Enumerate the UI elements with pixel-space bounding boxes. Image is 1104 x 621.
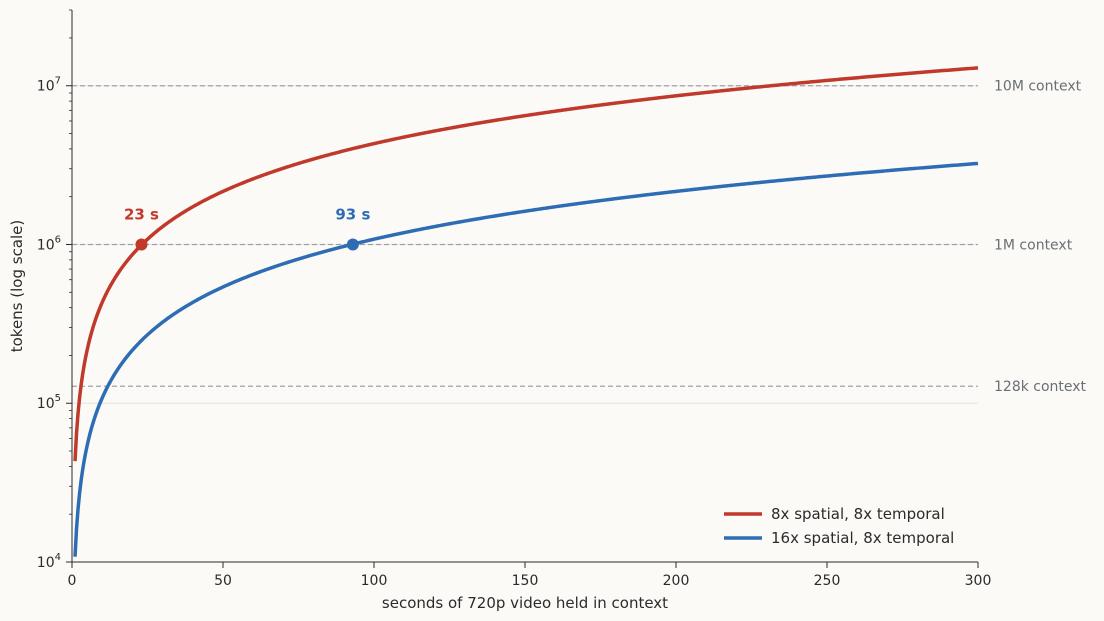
reference-label: 10M context (994, 79, 1082, 95)
annotations: 23 s 93 s (124, 205, 370, 251)
x-ticks: 0 50 100 150 200 250 300 (68, 562, 992, 589)
y-tick-exponent: 6 (55, 234, 61, 245)
x-tick-label: 250 (814, 573, 841, 589)
x-tick-label: 100 (361, 573, 388, 589)
series-line (73, 161, 979, 557)
y-tick-base: 10 (37, 79, 55, 95)
crossing-marker (135, 238, 148, 251)
y-tick-exponent: 4 (55, 552, 61, 563)
y-tick-exponent: 5 (55, 393, 61, 404)
x-tick-label: 50 (214, 573, 232, 589)
x-tick-label: 300 (965, 573, 992, 589)
y-tick-base: 10 (37, 237, 55, 253)
y-tick-label: 106 (37, 234, 61, 253)
series-line (73, 66, 979, 462)
y-tick-base: 10 (37, 396, 55, 412)
legend-label: 8x spatial, 8x temporal (771, 505, 945, 523)
reference-label: 128k context (994, 379, 1087, 395)
crossing-marker (346, 238, 359, 251)
y-tick-label: 105 (37, 393, 61, 412)
series-layer (73, 66, 979, 557)
reference-label: 1M context (994, 237, 1073, 253)
y-tick-label: 104 (37, 552, 61, 571)
x-tick-label: 150 (512, 573, 539, 589)
legend-label: 16x spatial, 8x temporal (771, 529, 954, 547)
y-tick-exponent: 7 (55, 76, 61, 87)
legend: 8x spatial, 8x temporal 16x spatial, 8x t… (724, 505, 954, 547)
y-tick-label: 107 (37, 76, 61, 95)
crossing-label: 23 s (124, 205, 159, 223)
axes (71, 10, 978, 563)
reference-lines: 10M context 1M context 128k context (72, 79, 1087, 395)
x-tick-label: 200 (663, 573, 690, 589)
crossing-label: 93 s (335, 205, 370, 223)
y-tick-base: 10 (37, 555, 55, 571)
x-axis-title: seconds of 720p video held in context (382, 594, 668, 612)
x-tick-label: 0 (68, 573, 77, 589)
y-axis-title: tokens (log scale) (8, 220, 26, 353)
